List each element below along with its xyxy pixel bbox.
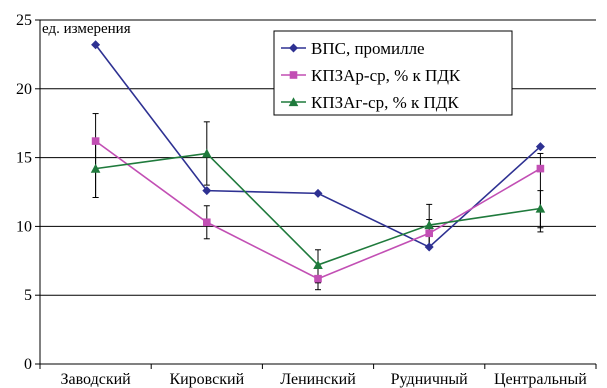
x-tick-label: Кировский <box>169 371 244 388</box>
x-tick-label: Заводский <box>60 371 131 388</box>
data-point <box>425 229 433 238</box>
data-point <box>202 186 212 196</box>
data-point <box>313 260 323 270</box>
legend-entry: ВПС, промилле <box>311 39 425 58</box>
x-tick-label: Центральный <box>494 371 587 388</box>
data-point <box>91 40 101 50</box>
data-point <box>313 188 323 198</box>
data-point <box>424 242 434 252</box>
y-axis-label: ед. измерения <box>42 21 131 37</box>
y-tick-label: 15 <box>16 150 32 167</box>
series-markers <box>90 40 546 283</box>
data-point <box>203 218 211 227</box>
data-point <box>535 142 545 152</box>
x-tick-label: Ленинский <box>280 371 356 388</box>
y-tick-label: 25 <box>16 12 32 29</box>
legend-entry: КПЗАг-ср, % к ПДК <box>311 93 459 112</box>
x-axis-ticks: Заводский Кировский Ленинский Рудничный Цент… <box>39 364 597 388</box>
data-point <box>202 148 212 158</box>
y-tick-label: 5 <box>24 287 32 304</box>
data-point <box>535 203 546 213</box>
legend-swatch-marker <box>289 71 298 79</box>
series-line-3 <box>95 152 541 266</box>
legend-swatch-marker <box>288 97 299 107</box>
legend: ВПС, промилле КПЗАр-ср, % к ПДК КПЗАг-ср, … <box>273 30 513 116</box>
y-tick-label: 0 <box>24 356 32 373</box>
data-point <box>536 164 545 173</box>
legend-box <box>273 30 513 116</box>
y-tick-label: 10 <box>16 218 32 235</box>
data-point <box>314 274 322 283</box>
y-axis-ticks: 0 5 10 15 20 25 <box>16 12 40 373</box>
data-point <box>424 220 434 230</box>
legend-entry: КПЗАр-ср, % к ПДК <box>311 66 461 85</box>
data-point <box>91 137 100 145</box>
data-point <box>90 163 101 173</box>
legend-swatch-marker <box>289 43 298 53</box>
x-tick-label: Рудничный <box>391 371 469 388</box>
axes <box>39 20 596 365</box>
y-tick-label: 20 <box>16 81 32 98</box>
